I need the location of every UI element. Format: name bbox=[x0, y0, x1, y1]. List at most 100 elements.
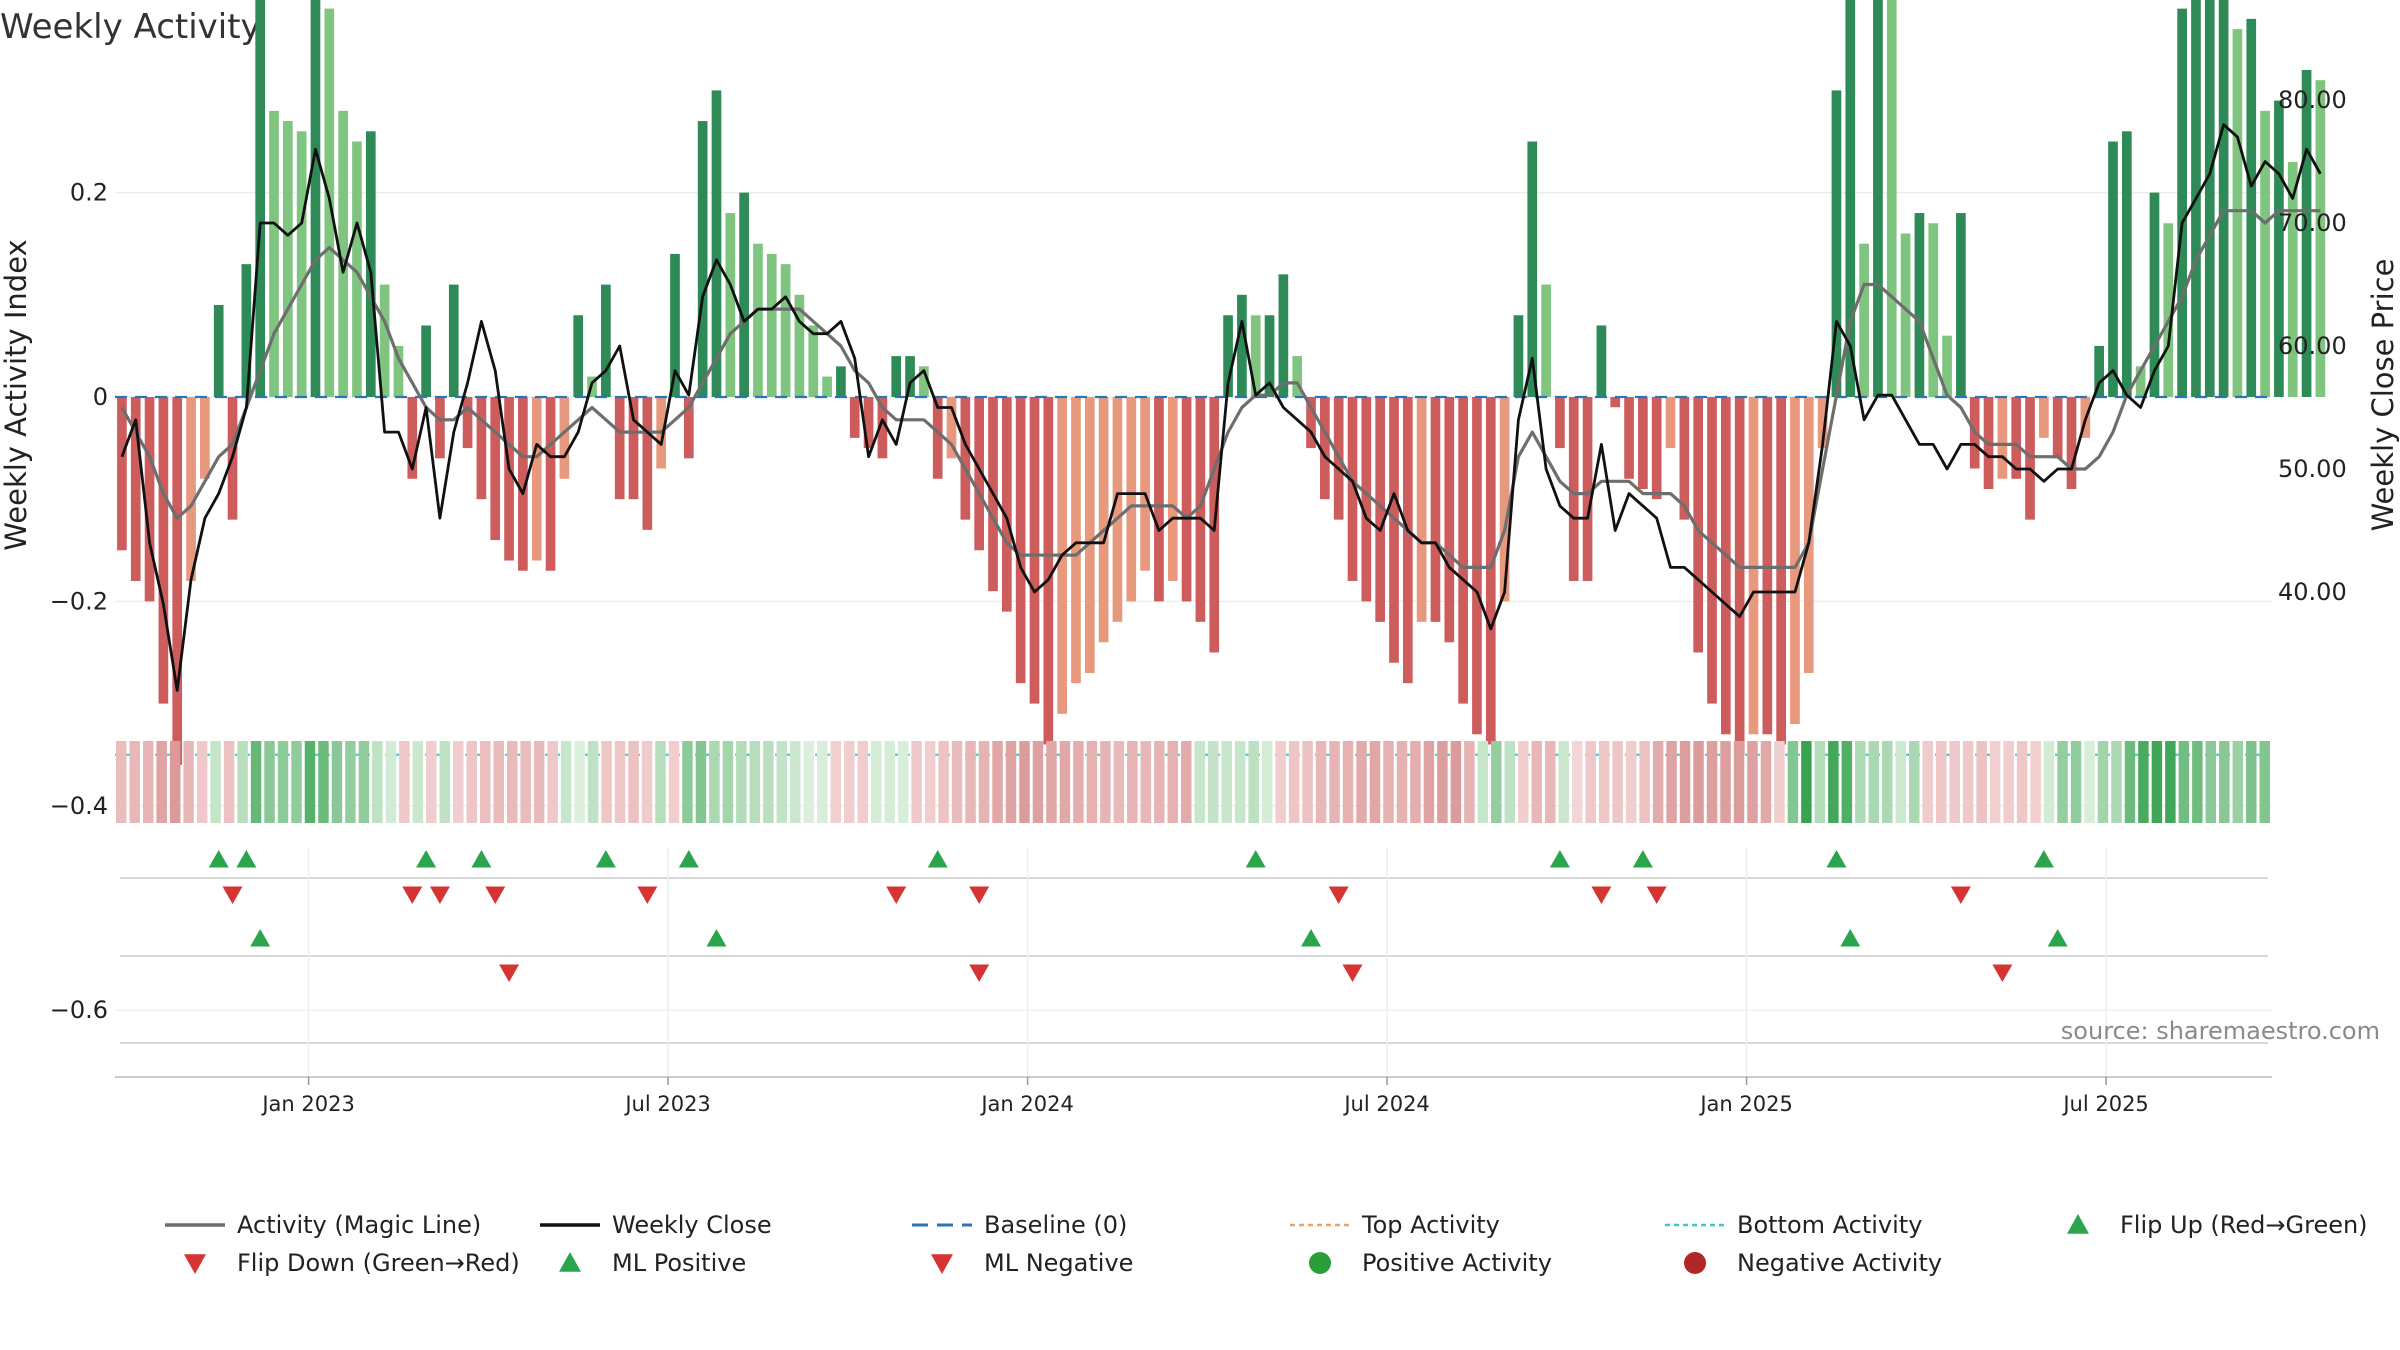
heat-strip-cell bbox=[695, 741, 707, 823]
heat-strip-cell bbox=[116, 741, 127, 823]
legend-label: Baseline (0) bbox=[984, 1211, 1127, 1239]
activity-bar bbox=[1914, 213, 1925, 397]
y-tick-label: 0.2 bbox=[70, 179, 108, 207]
activity-bar bbox=[2121, 131, 2132, 397]
activity-bar bbox=[2287, 161, 2298, 397]
heat-strip-cell bbox=[439, 741, 451, 823]
activity-bar bbox=[1555, 397, 1565, 449]
activity-bar bbox=[1762, 397, 1773, 735]
activity-bar bbox=[1873, 0, 1883, 397]
heat-strip-cell bbox=[1747, 741, 1758, 823]
heat-strip-cell bbox=[2016, 741, 2028, 823]
activity-bar bbox=[1029, 397, 1040, 704]
signal-down-marker bbox=[1591, 886, 1612, 904]
heat-strip-cell bbox=[1221, 741, 1232, 823]
heat-strip-cell bbox=[1288, 741, 1300, 823]
y-tick-label: −0.4 bbox=[50, 792, 108, 820]
heat-strip-cell bbox=[1113, 741, 1125, 823]
signal-down-marker bbox=[485, 886, 506, 904]
activity-bar bbox=[766, 253, 777, 397]
activity-bar bbox=[1223, 315, 1233, 397]
heat-strip-cell bbox=[169, 741, 181, 823]
heat-strip-cell bbox=[291, 741, 302, 823]
activity-bar bbox=[1997, 397, 2008, 479]
heat-strip-cell bbox=[2111, 741, 2122, 823]
activity-bar bbox=[2260, 110, 2270, 397]
heat-strip-cell bbox=[1989, 741, 2001, 823]
legend-label: Flip Up (Red→Green) bbox=[2120, 1211, 2368, 1239]
activity-bar bbox=[891, 356, 902, 397]
signal-up-marker bbox=[706, 929, 727, 947]
heat-strip-cell bbox=[668, 741, 680, 823]
activity-bar bbox=[849, 397, 860, 438]
heat-strip-cell bbox=[1410, 741, 1421, 823]
heat-strip-cell bbox=[1760, 741, 1772, 823]
heat-strip-cell bbox=[722, 741, 734, 823]
signal-up-marker bbox=[595, 850, 616, 868]
heat-strip-cell bbox=[938, 741, 949, 823]
heat-strip-cell bbox=[1909, 741, 1920, 823]
activity-bar bbox=[1638, 397, 1648, 489]
heat-strip-cell bbox=[1127, 741, 1138, 823]
legend-entry: Positive Activity bbox=[1309, 1249, 1552, 1277]
heat-strip-cell bbox=[250, 741, 262, 823]
legend-circle-swatch bbox=[1684, 1252, 1706, 1274]
signal-down-marker bbox=[1328, 886, 1349, 904]
heat-strip-cell bbox=[870, 741, 882, 823]
heat-strip-cell bbox=[1585, 741, 1596, 823]
activity-bar bbox=[1430, 397, 1441, 622]
activity-bar bbox=[1389, 397, 1399, 663]
heat-strip-cell bbox=[493, 741, 504, 823]
activity-bar bbox=[919, 366, 929, 397]
heat-strip-cell bbox=[1032, 741, 1044, 823]
activity-bar bbox=[932, 397, 943, 479]
activity-bar bbox=[1278, 274, 1289, 397]
heat-strip-cell bbox=[951, 741, 963, 823]
legend-entry: Flip Up (Red→Green) bbox=[2067, 1211, 2368, 1239]
y-axis-ticks: 0.60.40.20−0.2−0.4−0.6 bbox=[50, 0, 108, 1024]
heat-strip-cell bbox=[1369, 741, 1381, 823]
heat-strip-cell bbox=[1814, 741, 1826, 823]
activity-bar bbox=[2204, 0, 2215, 397]
activity-bar bbox=[407, 397, 418, 479]
heat-strip-cell bbox=[2003, 741, 2014, 823]
activity-bar bbox=[1167, 397, 1178, 581]
activity-bar bbox=[1472, 397, 1482, 735]
heat-strip-cell bbox=[1207, 741, 1219, 823]
activity-bar bbox=[282, 121, 293, 397]
heat-strip-cell bbox=[1437, 741, 1448, 823]
heat-strip-cell bbox=[2070, 741, 2082, 823]
activity-bar bbox=[753, 243, 763, 397]
heat-strip-cell bbox=[803, 741, 815, 823]
activity-bar bbox=[974, 397, 985, 551]
activity-bar bbox=[476, 397, 487, 500]
heat-strip-cell bbox=[318, 741, 329, 823]
activity-bar bbox=[670, 253, 680, 397]
heat-strip-cell bbox=[1733, 741, 1745, 823]
activity-bar bbox=[1734, 397, 1745, 755]
activity-bar bbox=[960, 397, 971, 520]
signal-down-marker bbox=[886, 886, 907, 904]
heat-strip-cell bbox=[884, 741, 895, 823]
heat-strip-cell bbox=[1302, 741, 1313, 823]
heat-strip-cell bbox=[1895, 741, 1907, 823]
signal-panel bbox=[115, 848, 2272, 1078]
heat-strip-cell bbox=[1558, 741, 1569, 823]
activity-bar bbox=[1458, 397, 1468, 704]
heat-strip-cell bbox=[1598, 741, 1610, 823]
heat-strip-cell bbox=[1383, 741, 1394, 823]
heat-strip-cell bbox=[2097, 741, 2109, 823]
legend-label: Top Activity bbox=[1361, 1211, 1500, 1239]
activity-bar bbox=[725, 213, 736, 397]
activity-bar bbox=[1306, 397, 1316, 449]
heat-strip-cell bbox=[1922, 741, 1933, 823]
legend-label: Negative Activity bbox=[1737, 1249, 1942, 1277]
heat-strip-cell bbox=[1774, 741, 1785, 823]
heat-strip-cell bbox=[2138, 741, 2149, 823]
activity-bar bbox=[531, 397, 542, 561]
signal-down-marker bbox=[402, 886, 423, 904]
heat-strip-cell bbox=[399, 741, 410, 823]
heat-strip-cell bbox=[1086, 741, 1098, 823]
heat-strip-cell bbox=[817, 741, 828, 823]
